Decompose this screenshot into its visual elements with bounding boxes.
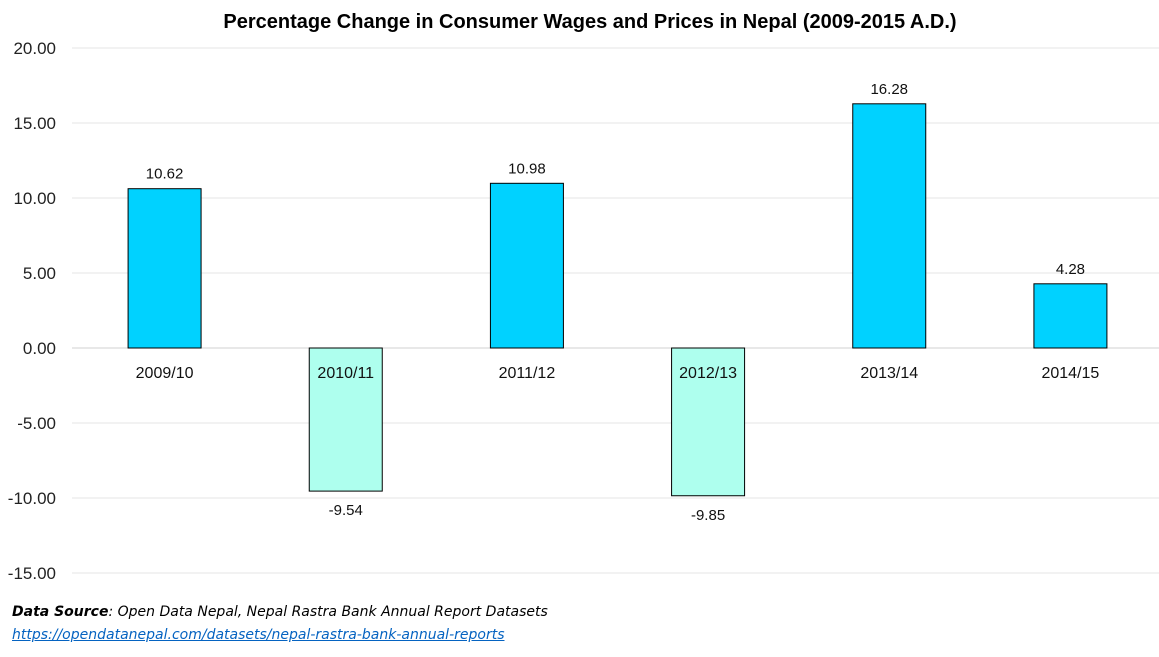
bar (1033, 283, 1108, 349)
y-tick-label: -10.00 (8, 489, 56, 508)
data-label: 10.62 (146, 166, 184, 183)
data-label: 10.98 (508, 160, 546, 177)
y-tick-label: 0.00 (23, 339, 56, 358)
bar (671, 347, 746, 497)
y-tick-label: -15.00 (8, 564, 56, 583)
data-label: -9.54 (329, 502, 363, 519)
x-category-label: 2013/14 (860, 365, 918, 382)
data-label: 4.28 (1056, 261, 1085, 278)
bar (127, 188, 202, 349)
data-source-note: Data Source: Open Data Nepal, Nepal Rast… (12, 604, 548, 620)
y-tick-label: 20.00 (13, 39, 56, 58)
data-source-text: : Open Data Nepal, Nepal Rastra Bank Ann… (108, 604, 548, 620)
y-tick-label: 5.00 (23, 264, 56, 283)
data-source-link[interactable]: https://opendatanepal.com/datasets/nepal… (12, 627, 505, 643)
chart-title: Percentage Change in Consumer Wages and … (223, 11, 957, 33)
data-label: -9.85 (691, 507, 725, 524)
x-category-label: 2009/10 (136, 365, 194, 382)
bar (308, 347, 383, 492)
x-category-label: 2014/15 (1041, 365, 1099, 382)
y-tick-label: -5.00 (17, 414, 56, 433)
y-tick-label: 15.00 (13, 114, 56, 133)
x-category-label: 2011/12 (499, 365, 556, 382)
data-source-label: Data Source (12, 604, 109, 620)
x-category-label: 2010/11 (317, 365, 374, 382)
bar (852, 103, 927, 349)
bar (489, 182, 564, 349)
bar-chart: 20.00 15.00 10.00 5.00 0.00 -5.00 -10.00 -15.00… (8, 39, 1159, 583)
y-tick-label: 10.00 (13, 189, 56, 208)
x-category-label: 2012/13 (679, 365, 737, 382)
data-label: 16.28 (870, 81, 908, 98)
